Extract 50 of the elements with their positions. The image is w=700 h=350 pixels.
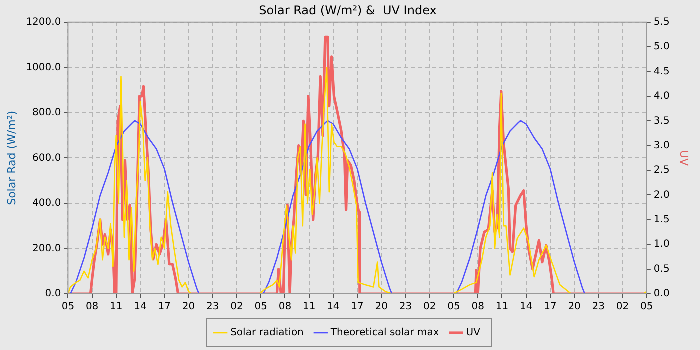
y2-tick-label: 1.0: [654, 239, 670, 250]
x-tick-label: 08: [278, 302, 292, 313]
y2-tick-label: 2.5: [654, 165, 670, 176]
x-tick-label: 17: [158, 302, 172, 313]
y-tick-label: 1000.0: [26, 62, 62, 74]
chart-title: Solar Rad (W/m²) & UV Index: [259, 3, 437, 18]
y2-tick-label: 2.0: [654, 190, 670, 201]
x-tick-label: 02: [424, 302, 436, 313]
y2-tick-label: 4.5: [654, 66, 670, 78]
legend-label: Solar radiation: [230, 328, 304, 339]
y-tick-label: 600.0: [32, 152, 62, 164]
x-tick-label: 05: [254, 302, 268, 313]
y2-tick-label: 0.0: [654, 288, 670, 300]
x-tick-label: 02: [616, 302, 630, 313]
x-tick-label: 14: [134, 302, 147, 313]
x-tick-label: 11: [496, 302, 509, 313]
x-tick-label: 11: [110, 302, 123, 313]
legend-label: UV: [466, 328, 481, 339]
x-tick-label: 05: [62, 302, 75, 313]
y2-tick-label: 3.0: [654, 140, 670, 152]
x-tick-label: 05: [640, 302, 654, 313]
y2-tick-label: 1.5: [654, 214, 670, 226]
x-tick-label: 14: [327, 302, 340, 313]
x-tick-label: 02: [230, 302, 244, 313]
y2-axis-title: UV: [678, 150, 691, 166]
x-tick-label: 08: [86, 302, 99, 313]
x-tick-label: 20: [375, 302, 388, 313]
y-tick-label: 200.0: [32, 243, 62, 254]
x-tick-label: 23: [206, 302, 220, 313]
y2-tick-label: 3.5: [654, 116, 670, 127]
x-tick-label: 20: [568, 302, 581, 313]
x-tick-label: 11: [302, 302, 316, 313]
y-tick-label: 400.0: [32, 198, 62, 210]
y-axis-title: Solar Rad (W/m²): [5, 110, 18, 206]
x-tick-label: 08: [472, 302, 484, 313]
x-tick-label: 05: [448, 302, 460, 313]
x-tick-label: 20: [182, 302, 196, 313]
x-tick-label: 17: [544, 302, 557, 313]
x-tick-label: 17: [351, 302, 364, 313]
y-tick-label: 1200.0: [26, 16, 62, 28]
y2-tick-label: 5.5: [654, 16, 670, 28]
y-tick-label: 800.0: [32, 108, 62, 119]
x-tick-label: 23: [592, 302, 606, 313]
y2-tick-label: 0.5: [654, 264, 670, 275]
y2-tick-label: 5.0: [654, 42, 670, 53]
legend-label: Theoretical solar max: [330, 328, 440, 339]
x-tick-label: 14: [520, 302, 533, 313]
y-tick-label: 0.0: [45, 288, 62, 300]
y2-tick-label: 4.0: [654, 91, 670, 102]
x-tick-label: 23: [399, 302, 412, 313]
